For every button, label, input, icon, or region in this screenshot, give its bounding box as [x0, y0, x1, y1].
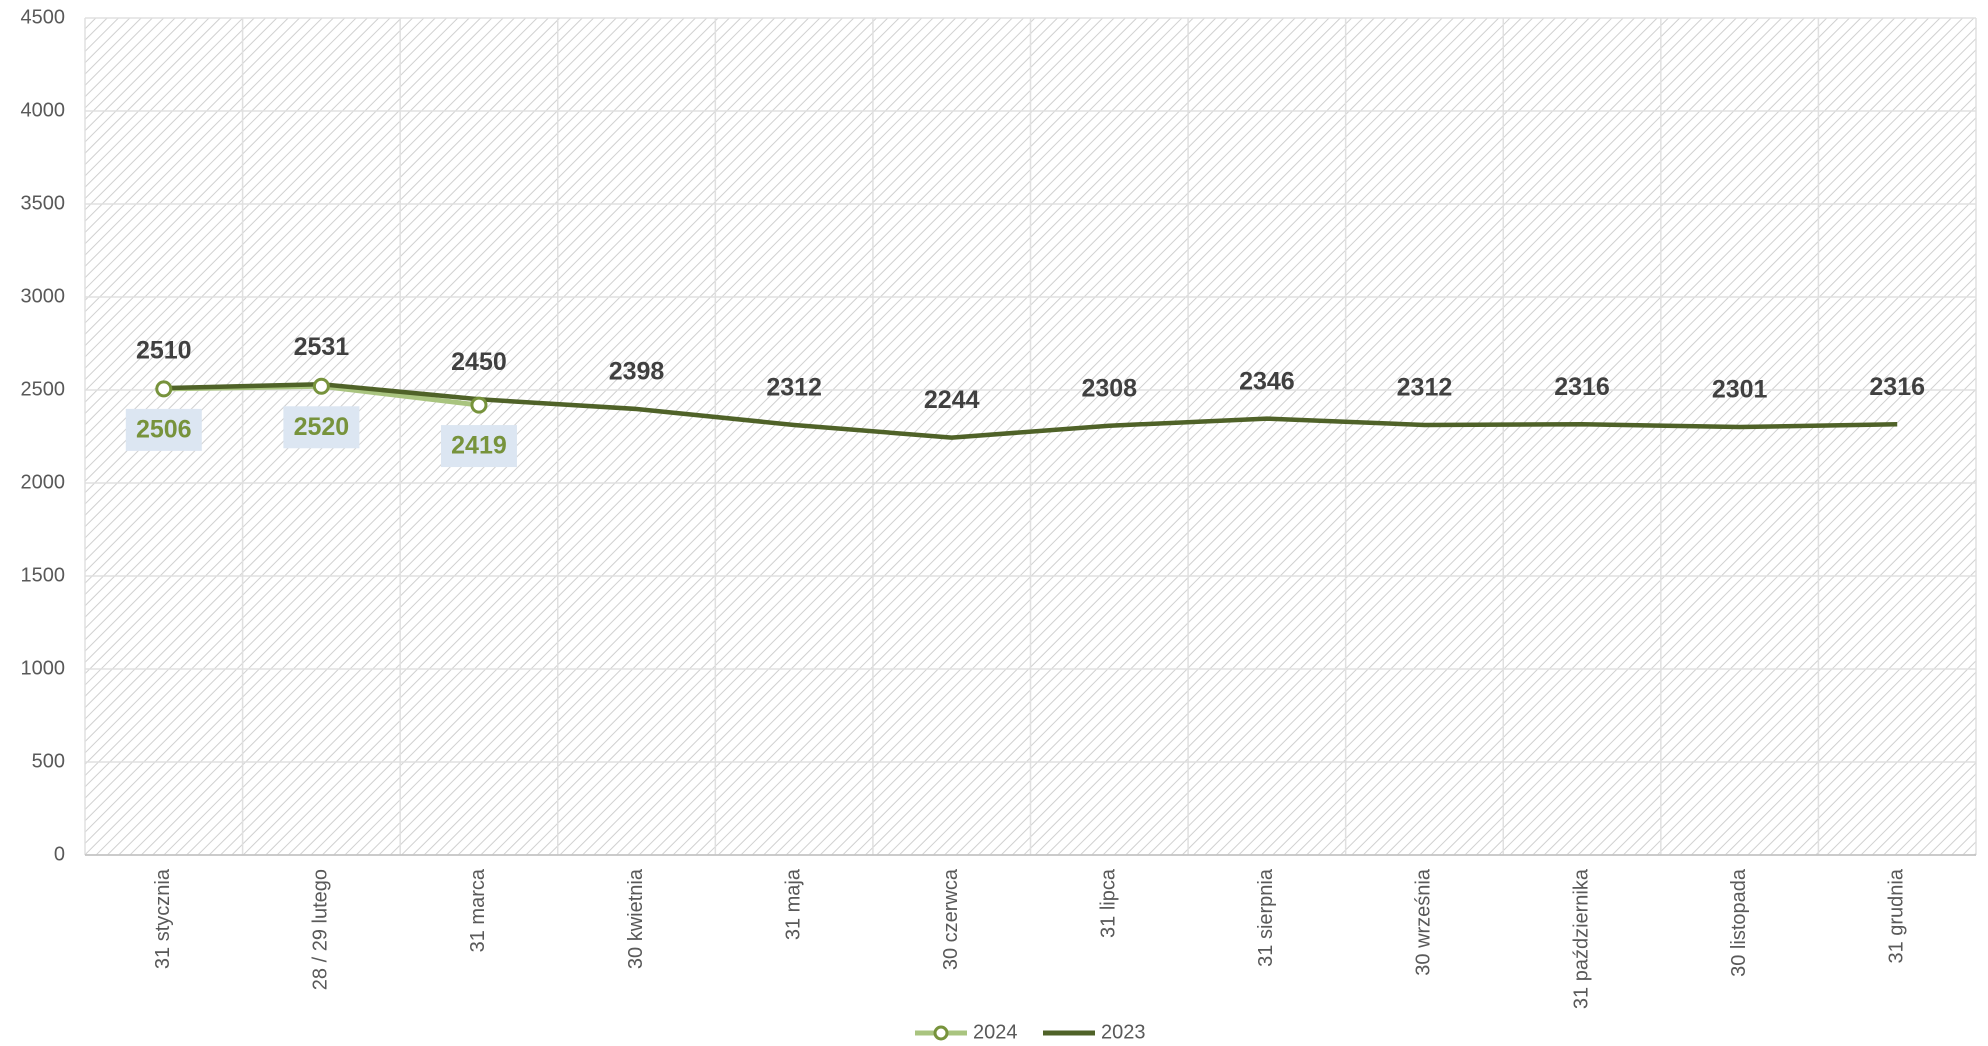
- data-label: 2520: [294, 413, 350, 441]
- x-tick-label: 28 / 29 lutego: [310, 869, 332, 990]
- y-tick-label: 2500: [21, 378, 66, 400]
- x-tick-label: 31 grudnia: [1885, 868, 1907, 963]
- data-label-box: [125, 408, 202, 451]
- data-label: 2301: [1712, 376, 1768, 404]
- legend-marker: [933, 1025, 949, 1041]
- data-label: 2312: [766, 374, 822, 402]
- data-label: 2316: [1554, 373, 1610, 401]
- data-label: 2398: [609, 358, 665, 386]
- y-tick-label: 1000: [21, 657, 66, 679]
- y-tick-label: 500: [32, 750, 65, 772]
- x-tick-label: 30 czerwca: [940, 868, 962, 970]
- y-tick-label: 3000: [21, 285, 66, 307]
- x-tick-label: 30 września: [1413, 868, 1435, 976]
- x-tick-label: 31 sierpnia: [1255, 868, 1277, 967]
- x-tick-label: 31 marca: [467, 868, 489, 952]
- data-label: 2312: [1397, 374, 1453, 402]
- marker: [312, 377, 330, 395]
- x-tick-label: 31 lipca: [1098, 868, 1120, 938]
- y-tick-label: 4500: [21, 6, 66, 28]
- data-label: 2510: [136, 337, 192, 365]
- y-tick-label: 3500: [21, 192, 66, 214]
- data-label-box: [283, 406, 360, 449]
- x-tick-label: 31 maja: [782, 868, 804, 940]
- x-tick-label: 30 kwietnia: [625, 868, 647, 969]
- data-label: 2244: [924, 386, 980, 414]
- x-tick-label: 31 stycznia: [152, 868, 174, 969]
- data-label: 2346: [1239, 367, 1295, 395]
- series-line: [163, 381, 1898, 440]
- y-tick-label: 0: [54, 843, 65, 865]
- marker: [155, 380, 173, 398]
- data-label-box: [440, 425, 517, 468]
- data-label: 2316: [1869, 373, 1925, 401]
- x-tick-label: 30 listopada: [1728, 868, 1750, 977]
- y-tick-label: 2000: [21, 471, 66, 493]
- legend-label: 2023: [1101, 1021, 1146, 1043]
- data-label: 2531: [294, 333, 350, 361]
- data-label: 2506: [136, 415, 192, 443]
- x-tick-label: 31 października: [1570, 868, 1592, 1009]
- data-label: 2450: [451, 348, 507, 376]
- marker: [470, 396, 488, 414]
- y-tick-label: 1500: [21, 564, 66, 586]
- data-label: 2308: [1081, 374, 1137, 402]
- legend-label: 2024: [973, 1021, 1018, 1043]
- y-tick-label: 4000: [21, 99, 66, 121]
- data-label: 2419: [451, 432, 507, 460]
